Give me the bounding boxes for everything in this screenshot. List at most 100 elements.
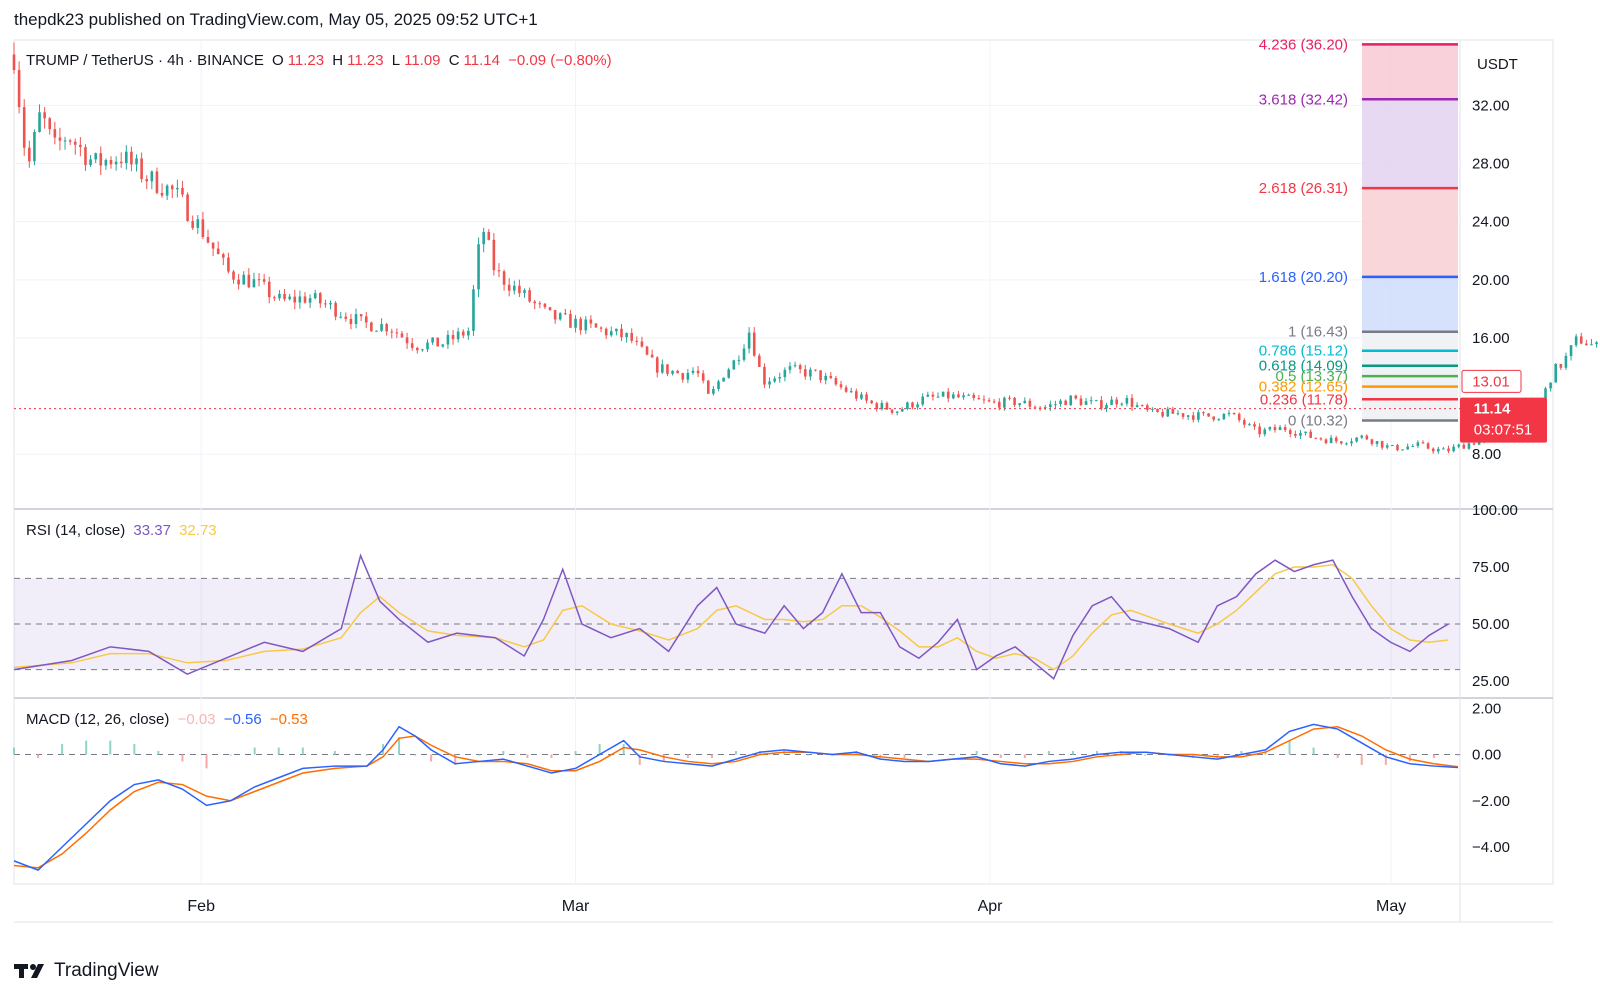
candle-body [1181, 413, 1185, 417]
candle-body [1013, 397, 1016, 406]
candle-body [1028, 400, 1032, 407]
macd-histogram-bar [662, 754, 665, 762]
macd-histogram-bar [1336, 754, 1339, 758]
candle-body [99, 153, 103, 166]
candle-body [1079, 398, 1083, 405]
candle-body [957, 394, 960, 398]
candle-body [1334, 437, 1338, 442]
candle-body [1340, 441, 1343, 444]
macd-histogram-bar [430, 754, 433, 762]
tradingview-footer[interactable]: TradingView [14, 960, 159, 982]
candle-body [768, 381, 771, 385]
macd-histogram-bar [277, 747, 280, 755]
candle-body [1094, 400, 1098, 402]
candle-body [589, 319, 593, 324]
candle-body [104, 160, 108, 166]
candle-body [1222, 413, 1226, 420]
candle-body [283, 293, 286, 300]
candle-body [1054, 404, 1057, 406]
price-axis-tick: 24.00 [1472, 214, 1510, 231]
symbol-title[interactable]: TRUMP / TetherUS · 4h · BINANCE [26, 52, 264, 69]
candle-body [1345, 443, 1348, 445]
candle-body [1084, 401, 1088, 405]
macd-title[interactable]: MACD (12, 26, close) [26, 711, 170, 728]
macd-histogram-bar [1144, 754, 1147, 756]
candle-body [89, 159, 92, 166]
candle-body [477, 244, 480, 290]
candle-body [206, 237, 210, 243]
macd-histogram-bar [333, 751, 336, 755]
candle-body [400, 333, 404, 338]
macd-histogram-bar [414, 754, 417, 756]
macd-histogram-bar [598, 744, 601, 755]
candle-body [135, 158, 138, 165]
candle-body [931, 394, 935, 397]
candle-body [1314, 437, 1318, 439]
candle-body [829, 375, 833, 379]
candle-body [696, 370, 700, 374]
candle-body [574, 318, 577, 328]
macd-histogram-bar [1071, 751, 1074, 755]
candle-body [982, 399, 986, 401]
candle-body [436, 337, 440, 347]
candle-body [237, 279, 240, 285]
macd-histogram-bar [975, 751, 978, 755]
fib-level-label: 0.382 (12.65) [1259, 379, 1348, 396]
candle-body [227, 257, 230, 272]
candle-body [114, 161, 118, 165]
candle-body [1207, 413, 1210, 417]
candle-body [1350, 441, 1353, 444]
chart-frame [13, 39, 1554, 885]
candle-body [809, 369, 812, 377]
candle-body [722, 377, 725, 382]
candle-body [380, 324, 383, 331]
candle-body [997, 401, 1001, 408]
candle-body [512, 285, 516, 291]
candle-body [262, 279, 266, 282]
candle-body [196, 219, 200, 228]
candle-body [12, 54, 16, 71]
low-value: 11.09 [404, 52, 441, 69]
candle-body [1304, 431, 1307, 433]
candle-body [895, 411, 899, 413]
candle-body [1018, 403, 1021, 406]
candle-body [492, 239, 496, 271]
candle-body [482, 231, 485, 245]
time-axis-label: Feb [187, 898, 215, 915]
candle-body [1151, 408, 1154, 410]
candle-body [1243, 420, 1246, 425]
rsi-title[interactable]: RSI (14, close) [26, 522, 126, 539]
candle-body [1140, 405, 1144, 407]
candle-body [1370, 439, 1374, 444]
candle-body [1023, 400, 1027, 404]
candle-body [1406, 446, 1409, 450]
candle-body [73, 141, 77, 145]
candle-body [849, 391, 853, 393]
candle-body [844, 387, 848, 392]
candle-body [538, 303, 542, 305]
candle-body [599, 327, 603, 329]
candle-body [1156, 408, 1159, 413]
candle-body [257, 279, 261, 281]
candle-body [410, 343, 414, 348]
macd-histogram-bar [109, 740, 112, 755]
candle-body [170, 185, 174, 190]
candle-body [763, 366, 766, 385]
candle-body [1237, 413, 1241, 421]
candle-body [339, 316, 343, 318]
fib-level-label: 4.236 (36.20) [1259, 36, 1348, 53]
candle-body [1442, 448, 1445, 450]
candle-body [1309, 431, 1312, 438]
candle-body [160, 192, 164, 196]
candle-body [68, 140, 72, 142]
candle-body [273, 297, 276, 299]
macd-histogram-bar [1312, 747, 1315, 755]
candle-body [63, 140, 67, 142]
candle-body [359, 314, 363, 317]
candle-body [1268, 427, 1272, 430]
candle-body [507, 284, 511, 291]
candle-body [313, 293, 317, 299]
candle-body [1375, 441, 1379, 444]
candle-body [497, 270, 501, 272]
